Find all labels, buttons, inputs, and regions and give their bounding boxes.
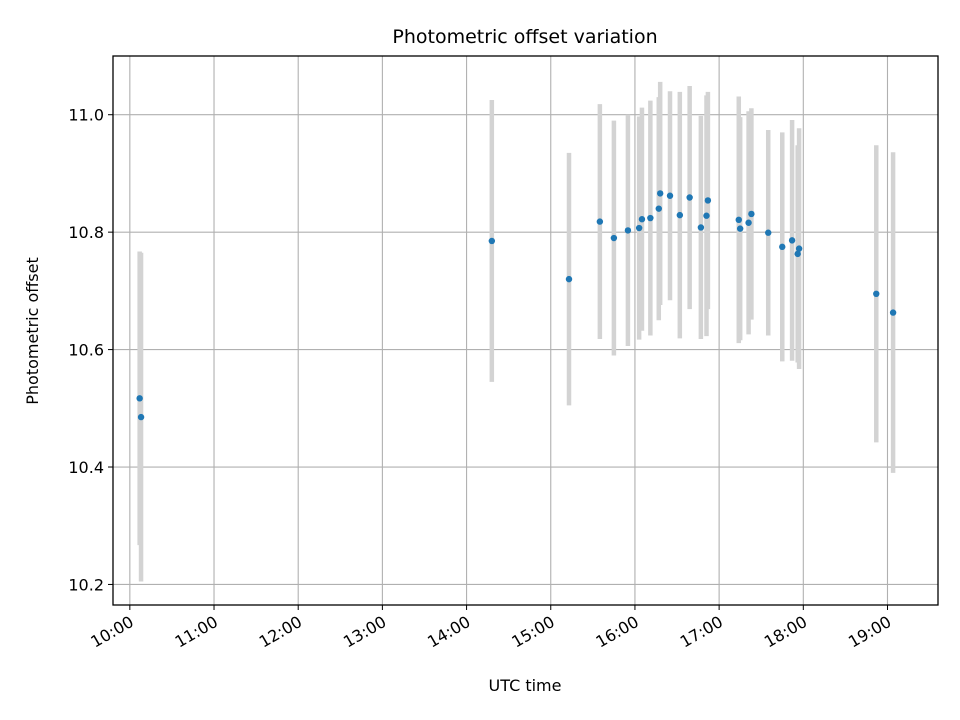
x-tick-label: 11:00 <box>172 612 221 652</box>
chart-title: Photometric offset variation <box>392 26 657 48</box>
grid <box>113 56 938 605</box>
data-point <box>647 214 654 222</box>
data-point <box>795 245 803 252</box>
x-tick-label: 14:00 <box>424 612 473 652</box>
data-point <box>748 210 755 218</box>
x-tick-label: 17:00 <box>677 612 726 652</box>
x-tick-label: 15:00 <box>508 612 557 652</box>
data-point <box>765 229 772 236</box>
data-point <box>873 290 880 298</box>
data-point <box>745 219 752 226</box>
y-tick-label: 10.8 <box>68 223 104 242</box>
data-point <box>666 192 674 199</box>
data-point <box>565 275 573 283</box>
y-axis-ticks: 10.2 10.4 10.6 10.8 11.0 <box>68 106 113 594</box>
x-tick-label: 16:00 <box>593 612 642 652</box>
data-point <box>889 309 897 316</box>
y-tick-label: 10.2 <box>68 575 104 594</box>
data-point <box>488 237 496 245</box>
data-points <box>136 190 897 421</box>
data-point <box>655 205 662 212</box>
x-tick-label: 18:00 <box>761 612 810 652</box>
plot-frame <box>112 55 939 606</box>
x-tick-label: 13:00 <box>340 612 389 652</box>
data-point <box>736 225 744 232</box>
x-tick-label: 10:00 <box>87 612 136 652</box>
y-tick-label: 10.6 <box>68 341 104 360</box>
data-point <box>686 194 693 201</box>
data-point <box>610 234 618 242</box>
data-point <box>638 216 646 223</box>
data-point <box>137 413 145 421</box>
y-tick-label: 11.0 <box>68 106 104 125</box>
data-point <box>635 224 643 232</box>
data-point <box>788 237 796 244</box>
data-point <box>779 243 786 251</box>
data-point <box>136 395 143 402</box>
data-point <box>735 216 742 224</box>
data-point <box>596 218 604 225</box>
data-point <box>794 250 801 258</box>
y-tick-label: 10.4 <box>68 458 104 477</box>
data-point <box>624 227 632 234</box>
error-bars <box>137 81 896 582</box>
data-point <box>704 197 712 204</box>
y-axis-label: Photometric offset <box>23 257 42 405</box>
data-point <box>697 224 705 231</box>
x-axis-ticks: 10:00 11:00 12:00 13:00 14:00 15:00 16:00 17:00… <box>87 605 894 652</box>
data-point <box>656 190 664 197</box>
x-axis-label: UTC time <box>489 676 562 695</box>
x-tick-label: 19:00 <box>845 612 894 652</box>
x-tick-label: 12:00 <box>256 612 305 652</box>
data-point <box>676 211 684 219</box>
data-point <box>703 212 710 219</box>
